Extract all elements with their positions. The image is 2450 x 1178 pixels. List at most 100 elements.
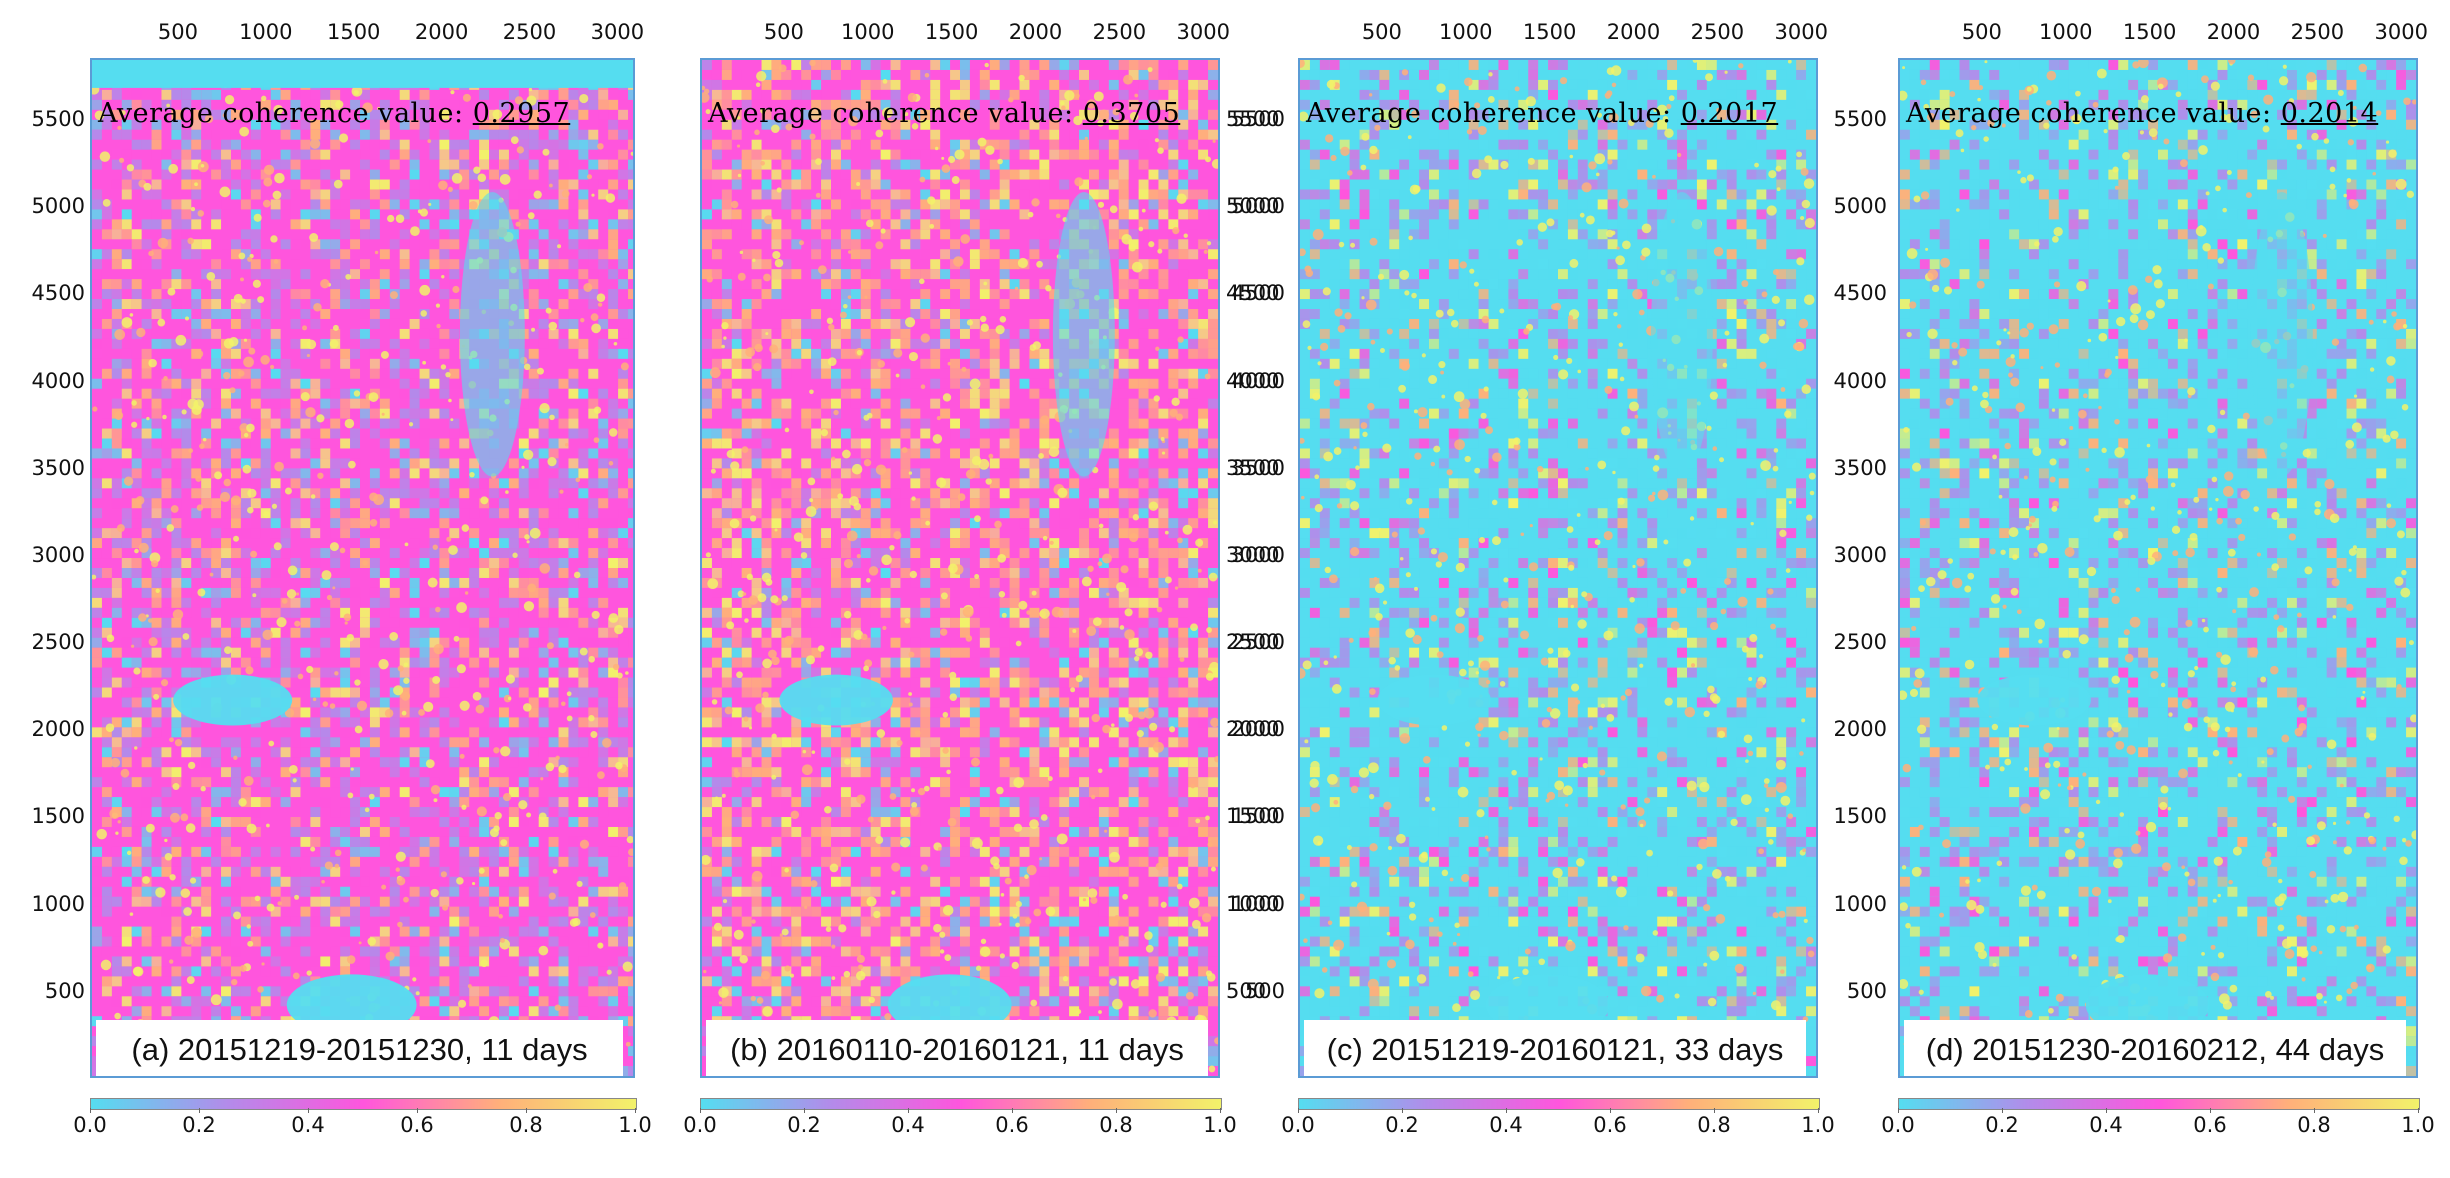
raster-pixel: [270, 259, 281, 270]
raster-pixel: [369, 717, 380, 728]
raster-pixel: [151, 707, 162, 718]
raster-pixel: [628, 269, 633, 280]
raster-pixel: [181, 737, 192, 748]
raster-pixel: [131, 498, 142, 509]
raster-pixel: [960, 458, 970, 469]
raster-pixel: [201, 478, 212, 489]
raster-pixel: [940, 378, 951, 389]
raster-pixel: [989, 358, 1000, 369]
raster-pixel: [1128, 438, 1139, 449]
raster-pixel: [250, 219, 261, 230]
raster-speckle: [367, 937, 377, 946]
raster-pixel: [290, 109, 301, 120]
raster-pixel: [409, 926, 420, 937]
raster-pixel: [588, 508, 599, 519]
raster-pixel: [389, 368, 400, 379]
raster-pixel: [860, 428, 871, 439]
raster-pixel: [781, 199, 792, 210]
raster-pixel: [548, 438, 559, 449]
raster-pixel: [578, 727, 589, 738]
raster-pixel: [558, 299, 569, 310]
raster-pixel: [111, 428, 122, 439]
raster-pixel: [230, 548, 241, 559]
raster-pixel: [330, 328, 341, 339]
raster-pixel: [469, 787, 480, 798]
raster-pixel: [558, 856, 569, 867]
raster-pixel: [1089, 109, 1099, 120]
raster-pixel: [721, 458, 732, 469]
raster-pixel: [429, 856, 440, 867]
raster-pixel: [1208, 478, 1218, 489]
raster-pixel: [151, 667, 162, 678]
raster-pixel: [1198, 199, 1209, 210]
raster-pixel: [290, 667, 301, 678]
raster-pixel: [489, 757, 499, 768]
raster-pixel: [340, 209, 351, 220]
raster-speckle: [446, 536, 452, 542]
raster-pixel: [300, 299, 311, 310]
raster-pixel: [801, 488, 812, 499]
raster-pixel: [211, 149, 222, 160]
raster-pixel: [101, 677, 112, 688]
raster-pixel: [320, 548, 331, 559]
raster-pixel: [578, 597, 589, 608]
raster-speckle: [155, 588, 160, 594]
raster-pixel: [608, 886, 619, 897]
raster-pixel: [399, 358, 410, 369]
raster-speckle: [432, 544, 438, 550]
raster-pixel: [508, 817, 519, 827]
raster-pixel: [171, 398, 182, 409]
raster-pixel: [270, 787, 281, 798]
raster-pixel: [578, 797, 589, 808]
raster-pixel: [890, 448, 901, 459]
raster-pixel: [221, 309, 231, 319]
raster-pixel: [221, 876, 231, 887]
raster-pixel: [508, 199, 519, 210]
raster-pixel: [548, 677, 559, 688]
raster-pixel: [508, 607, 519, 618]
raster-pixel: [469, 856, 480, 867]
raster-pixel: [930, 89, 941, 100]
raster-pixel: [92, 299, 102, 310]
raster-speckle: [268, 740, 275, 747]
raster-pixel: [761, 418, 772, 429]
raster-pixel: [568, 388, 579, 399]
raster-pixel: [290, 926, 301, 937]
raster-pixel: [101, 817, 112, 827]
raster-pixel: [201, 807, 212, 818]
raster-pixel: [270, 498, 281, 509]
raster-pixel: [588, 318, 599, 329]
raster-pixel: [350, 558, 361, 568]
raster-speckle: [492, 109, 503, 120]
raster-pixel: [131, 697, 142, 708]
raster-pixel: [771, 398, 782, 409]
raster-pixel: [498, 1006, 509, 1017]
raster-pixel: [568, 836, 579, 847]
raster-pixel: [999, 299, 1010, 310]
raster-pixel: [111, 309, 122, 319]
raster-pixel: [811, 428, 822, 439]
raster-pixel: [221, 518, 231, 529]
raster-pixel: [969, 438, 980, 449]
raster-pixel: [969, 358, 980, 369]
raster-speckle: [310, 494, 316, 499]
raster-pixel: [449, 458, 460, 469]
raster-speckle: [149, 552, 161, 564]
raster-pixel: [1039, 149, 1050, 160]
raster-pixel: [761, 458, 772, 469]
raster-pixel: [250, 269, 261, 280]
raster-pixel: [1108, 428, 1119, 439]
raster-pixel: [940, 318, 951, 329]
raster-pixel: [300, 139, 311, 150]
raster-pixel: [141, 1006, 152, 1017]
raster-pixel: [350, 637, 361, 648]
raster-pixel: [121, 149, 132, 160]
raster-pixel: [791, 139, 802, 150]
raster-pixel: [181, 478, 192, 489]
raster-pixel: [489, 777, 499, 788]
raster-pixel: [151, 189, 162, 200]
raster-pixel: [568, 109, 579, 120]
raster-pixel: [340, 249, 351, 260]
raster-pixel: [201, 89, 212, 100]
raster-pixel: [920, 418, 931, 429]
